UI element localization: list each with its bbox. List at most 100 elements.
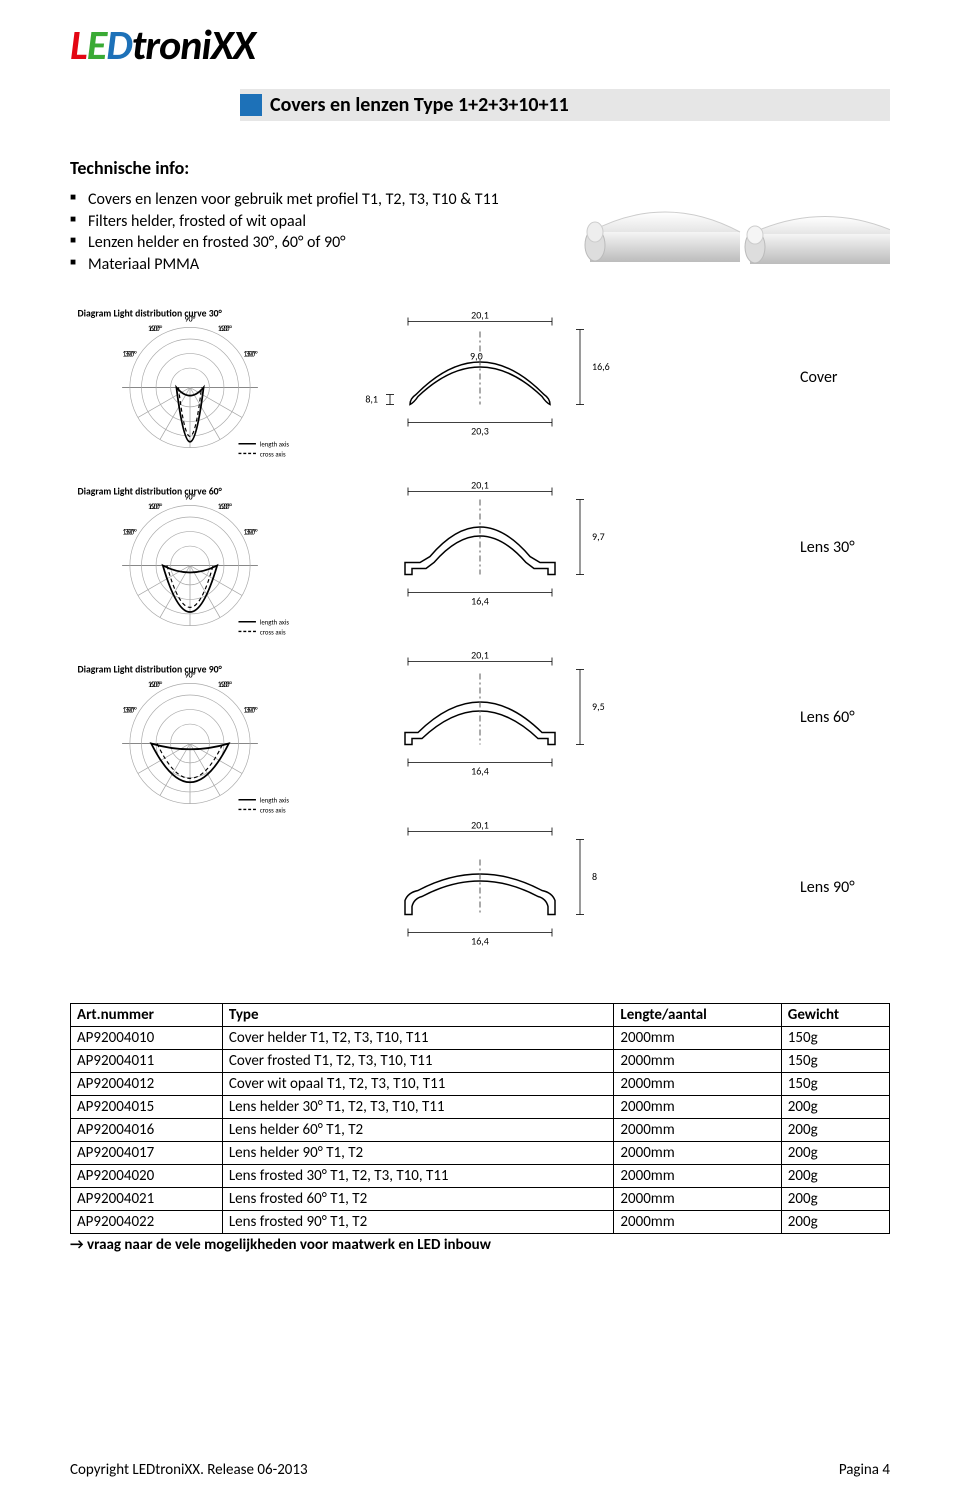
td: 200g — [781, 1142, 889, 1165]
svg-text:60°: 60° — [220, 503, 231, 512]
polar-column: Diagram Light distribution curve 30° 150… — [70, 307, 330, 987]
svg-text:Diagram Light distribution cu: Diagram Light distribution curve 30° — [78, 308, 223, 320]
logo-d: D — [106, 20, 131, 71]
svg-text:length axis: length axis — [260, 441, 290, 449]
tech-heading: Technische info: — [70, 157, 560, 179]
td: 200g — [781, 1119, 889, 1142]
profile-column: 9,0 20,3 20,1 16,6 8,1 Cover 16,4 20,1 9… — [360, 307, 890, 987]
td: Lens helder 30° T1, T2, T3, T10, T11 — [222, 1096, 614, 1119]
svg-text:20,1: 20,1 — [471, 649, 489, 662]
polar-diagram: Diagram Light distribution curve 30° 150… — [70, 307, 330, 467]
td: 2000mm — [614, 1165, 781, 1188]
td: Cover helder T1, T2, T3, T10, T11 — [222, 1027, 614, 1050]
svg-text:90°: 90° — [185, 672, 196, 681]
svg-text:30°: 30° — [124, 528, 135, 537]
th: Art.nummer — [71, 1004, 223, 1027]
td: Lens frosted 30° T1, T2, T3, T10, T11 — [222, 1165, 614, 1188]
td: 150g — [781, 1073, 889, 1096]
td: 2000mm — [614, 1211, 781, 1234]
td: AP92004012 — [71, 1073, 223, 1096]
bullet: Filters helder, frosted of wit opaal — [70, 211, 560, 233]
table-row: AP92004017Lens helder 90° T1, T22000mm20… — [71, 1142, 890, 1165]
profile-drawing: 16,4 20,1 8 Lens 90° — [360, 817, 890, 957]
td: 150g — [781, 1027, 889, 1050]
tech-info: Technische info: Covers en lenzen voor g… — [70, 157, 560, 289]
svg-text:60°: 60° — [220, 681, 231, 690]
svg-text:length axis: length axis — [260, 619, 290, 627]
td: 2000mm — [614, 1142, 781, 1165]
td: 200g — [781, 1211, 889, 1234]
logo-e: E — [87, 20, 107, 71]
svg-text:cross axis: cross axis — [260, 806, 286, 814]
th: Type — [222, 1004, 614, 1027]
footer-left: Copyright LEDtroniXX. Release 06-2013 — [70, 1461, 308, 1479]
td: AP92004022 — [71, 1211, 223, 1234]
th: Lengte/aantal — [614, 1004, 781, 1027]
td: 2000mm — [614, 1119, 781, 1142]
svg-text:30°: 30° — [124, 350, 135, 359]
svg-text:cross axis: cross axis — [260, 628, 286, 636]
bullet-list: Covers en lenzen voor gebruik met profie… — [70, 189, 560, 275]
title-bar: Covers en lenzen Type 1+2+3+10+11 — [240, 89, 890, 121]
th: Gewicht — [781, 1004, 889, 1027]
title-square-icon — [240, 94, 262, 116]
table-row: AP92004022Lens frosted 90° T1, T22000mm2… — [71, 1211, 890, 1234]
table-body: AP92004010Cover helder T1, T2, T3, T10, … — [71, 1027, 890, 1234]
svg-text:30°: 30° — [245, 528, 256, 537]
svg-text:20,3: 20,3 — [471, 425, 489, 438]
svg-text:60°: 60° — [150, 503, 161, 512]
svg-text:30°: 30° — [245, 706, 256, 715]
svg-text:16,4: 16,4 — [471, 765, 489, 778]
td: Lens frosted 60° T1, T2 — [222, 1188, 614, 1211]
table-row: AP92004021Lens frosted 60° T1, T22000mm2… — [71, 1188, 890, 1211]
page-title: Covers en lenzen Type 1+2+3+10+11 — [270, 93, 569, 117]
td: Lens helder 90° T1, T2 — [222, 1142, 614, 1165]
td: Lens helder 60° T1, T2 — [222, 1119, 614, 1142]
svg-text:20,1: 20,1 — [471, 819, 489, 832]
td: 200g — [781, 1165, 889, 1188]
svg-text:8,1: 8,1 — [365, 393, 378, 406]
svg-text:9,7: 9,7 — [592, 530, 605, 543]
diagrams-row: Diagram Light distribution curve 30° 150… — [70, 307, 890, 987]
td: Lens frosted 90° T1, T2 — [222, 1211, 614, 1234]
profile-label: Cover — [790, 368, 890, 387]
svg-text:8: 8 — [592, 870, 597, 883]
td: 2000mm — [614, 1027, 781, 1050]
td: AP92004017 — [71, 1142, 223, 1165]
table-row: AP92004020Lens frosted 30° T1, T2, T3, T… — [71, 1165, 890, 1188]
svg-text:9,0: 9,0 — [470, 350, 483, 363]
svg-text:16,4: 16,4 — [471, 935, 489, 948]
td: AP92004011 — [71, 1050, 223, 1073]
svg-text:90°: 90° — [185, 494, 196, 503]
logo-rest: troniXX — [132, 20, 255, 71]
profile-drawing: 16,4 20,1 9,5 Lens 60° — [360, 647, 890, 787]
td: Cover frosted T1, T2, T3, T10, T11 — [222, 1050, 614, 1073]
svg-text:20,1: 20,1 — [471, 479, 489, 492]
top-row: Technische info: Covers en lenzen voor g… — [70, 157, 890, 297]
td: AP92004010 — [71, 1027, 223, 1050]
td: Cover wit opaal T1, T2, T3, T10, T11 — [222, 1073, 614, 1096]
profile-label: Lens 60° — [790, 708, 890, 727]
td: 200g — [781, 1188, 889, 1211]
table-row: AP92004016Lens helder 60° T1, T22000mm20… — [71, 1119, 890, 1142]
bullet: Materiaal PMMA — [70, 254, 560, 276]
td: 2000mm — [614, 1073, 781, 1096]
footer: Copyright LEDtroniXX. Release 06-2013 Pa… — [70, 1461, 890, 1479]
profile-drawing: 16,4 20,1 9,7 Lens 30° — [360, 477, 890, 617]
table-header-row: Art.nummer Type Lengte/aantal Gewicht — [71, 1004, 890, 1027]
table-row: AP92004011Cover frosted T1, T2, T3, T10,… — [71, 1050, 890, 1073]
logo: LEDtroniXX — [70, 20, 890, 71]
svg-text:16,6: 16,6 — [592, 360, 610, 373]
svg-text:30°: 30° — [245, 350, 256, 359]
bullet: Lenzen helder en frosted 30°, 60° of 90° — [70, 232, 560, 254]
product-photo — [580, 157, 890, 297]
table-row: AP92004015Lens helder 30° T1, T2, T3, T1… — [71, 1096, 890, 1119]
table-row: AP92004010Cover helder T1, T2, T3, T10, … — [71, 1027, 890, 1050]
profile-label: Lens 30° — [790, 538, 890, 557]
footer-right: Pagina 4 — [839, 1461, 890, 1479]
table-row: AP92004012Cover wit opaal T1, T2, T3, T1… — [71, 1073, 890, 1096]
svg-text:60°: 60° — [150, 325, 161, 334]
polar-diagram: Diagram Light distribution curve 90° 150… — [70, 663, 330, 823]
svg-text:60°: 60° — [150, 681, 161, 690]
td: AP92004021 — [71, 1188, 223, 1211]
